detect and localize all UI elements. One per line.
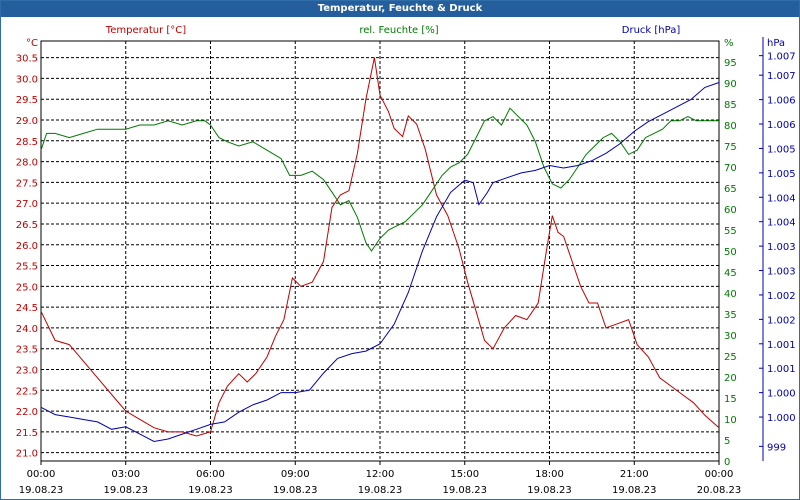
pressure-tick-label: 1.002 bbox=[767, 315, 796, 326]
x-tick-time-label: 00:00 bbox=[27, 469, 56, 480]
humidity-unit-label: % bbox=[724, 38, 734, 49]
temperature-tick-label: 26.0 bbox=[16, 241, 38, 252]
temperature-tick-label: 23.5 bbox=[16, 345, 38, 356]
humidity-tick-label: 40 bbox=[724, 289, 737, 300]
x-tick-time-label: 15:00 bbox=[450, 469, 479, 480]
humidity-tick-label: 30 bbox=[724, 331, 737, 342]
pressure-tick-label: 1.001 bbox=[767, 340, 796, 351]
pressure-tick-label: 1.003 bbox=[767, 267, 796, 278]
temperature-tick-label: 29.0 bbox=[16, 116, 38, 127]
humidity-tick-label: 90 bbox=[724, 79, 737, 90]
humidity-series-line bbox=[40, 107, 719, 252]
humidity-tick-label: 15 bbox=[724, 394, 737, 405]
temperature-tick-label: 28.0 bbox=[16, 158, 38, 169]
pressure-tick-label: 1.000 bbox=[767, 413, 796, 424]
humidity-tick-label: 85 bbox=[724, 100, 737, 111]
temperature-tick-label: 24.0 bbox=[16, 324, 38, 335]
x-tick-date-label: 19.08.23 bbox=[358, 485, 403, 496]
temperature-tick-label: 21.0 bbox=[16, 449, 38, 460]
pressure-tick-label: 1.000 bbox=[767, 389, 796, 400]
x-tick-time-label: 18:00 bbox=[535, 469, 564, 480]
temperature-tick-label: 25.0 bbox=[16, 282, 38, 293]
temperature-series-line bbox=[40, 57, 720, 437]
chart-svg: 21.0 21.5 22.0 22.5 23.0 23.5 24.0 24.5 25.0 25.5… bbox=[16, 25, 796, 496]
humidity-tick-label: 35 bbox=[724, 310, 737, 321]
pressure-unit-label: hPa bbox=[767, 38, 785, 49]
humidity-tick-label: 5 bbox=[724, 436, 730, 447]
pressure-series-line bbox=[40, 82, 720, 443]
pressure-tick-label: 1.007 bbox=[767, 52, 796, 63]
humidity-tick-label: 75 bbox=[724, 142, 737, 153]
temperature-tick-label: 27.0 bbox=[16, 199, 38, 210]
temperature-tick-label: 23.0 bbox=[16, 366, 38, 377]
humidity-tick-label: 95 bbox=[724, 58, 737, 69]
humidity-axis-title: rel. Feuchte [%] bbox=[359, 25, 438, 36]
humidity-tick-label: 55 bbox=[724, 226, 737, 237]
humidity-tick-label: 25 bbox=[724, 352, 737, 363]
temperature-tick-label: 22.0 bbox=[16, 407, 38, 418]
pressure-tick-label: 1.001 bbox=[767, 364, 796, 375]
x-tick-time-label: 06:00 bbox=[196, 469, 225, 480]
pressure-axis-title: Druck [hPa] bbox=[622, 25, 681, 36]
pressure-tick-label: 1.004 bbox=[767, 218, 796, 229]
temperature-tick-label: 30.0 bbox=[16, 74, 38, 85]
humidity-tick-label: 10 bbox=[724, 415, 737, 426]
temperature-tick-label: 28.5 bbox=[16, 137, 38, 148]
temperature-tick-label: 24.5 bbox=[16, 303, 38, 314]
x-tick-date-label: 19.08.23 bbox=[527, 485, 572, 496]
x-tick-time-label: 21:00 bbox=[620, 469, 649, 480]
pressure-tick-label: 1.007 bbox=[767, 71, 796, 82]
humidity-tick-label: 60 bbox=[724, 205, 737, 216]
x-tick-date-label: 19.08.23 bbox=[612, 485, 657, 496]
humidity-tick-label: 65 bbox=[724, 184, 737, 195]
x-tick-date-label: 19.08.23 bbox=[19, 485, 64, 496]
temperature-axis-title: Temperatur [°C] bbox=[105, 25, 186, 36]
temperature-tick-label: 22.5 bbox=[16, 386, 38, 397]
pressure-tick-label: 1.006 bbox=[767, 96, 796, 107]
pressure-tick-label: 1.004 bbox=[767, 193, 796, 204]
pressure-tick-label: 999 bbox=[767, 442, 786, 453]
x-tick-date-label: 19.08.23 bbox=[188, 485, 233, 496]
x-tick-time-label: 09:00 bbox=[281, 469, 310, 480]
pressure-tick-label: 1.005 bbox=[767, 169, 796, 180]
window-title: Temperatur, Feuchte & Druck bbox=[1, 1, 799, 17]
temperature-tick-label: 30.5 bbox=[16, 54, 38, 65]
x-tick-time-label: 03:00 bbox=[111, 469, 140, 480]
pressure-tick-label: 1.006 bbox=[767, 120, 796, 131]
pressure-tick-label: 1.003 bbox=[767, 242, 796, 253]
x-tick-time-label: 12:00 bbox=[366, 469, 395, 480]
pressure-tick-label: 1.005 bbox=[767, 144, 796, 155]
humidity-tick-label: 0 bbox=[724, 457, 730, 468]
temperature-tick-label: 27.5 bbox=[16, 178, 38, 189]
x-tick-date-label: 19.08.23 bbox=[103, 485, 148, 496]
temperature-tick-label: 25.5 bbox=[16, 262, 38, 273]
temperature-unit-label: °C bbox=[26, 38, 38, 49]
temperature-tick-label: 29.5 bbox=[16, 95, 38, 106]
humidity-tick-label: 50 bbox=[724, 247, 737, 258]
x-tick-date-label: 19.08.23 bbox=[442, 485, 487, 496]
x-tick-date-label: 20.08.23 bbox=[697, 485, 742, 496]
x-tick-date-label: 19.08.23 bbox=[273, 485, 318, 496]
humidity-tick-label: 45 bbox=[724, 268, 737, 279]
temperature-tick-label: 21.5 bbox=[16, 428, 38, 439]
x-tick-time-label: 00:00 bbox=[705, 469, 734, 480]
temperature-tick-label: 26.5 bbox=[16, 220, 38, 231]
humidity-tick-label: 80 bbox=[724, 121, 737, 132]
humidity-tick-label: 20 bbox=[724, 373, 737, 384]
pressure-tick-label: 1.002 bbox=[767, 291, 796, 302]
humidity-tick-label: 70 bbox=[724, 163, 737, 174]
